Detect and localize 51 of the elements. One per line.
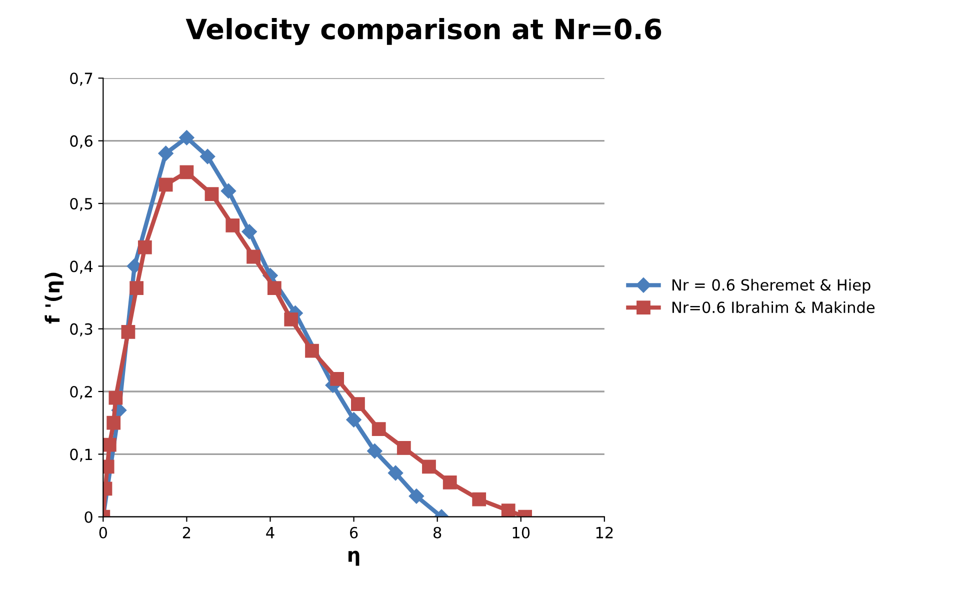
point [220, 183, 236, 199]
point [472, 492, 486, 506]
point [226, 218, 240, 232]
point [388, 465, 404, 481]
point [138, 240, 152, 254]
y-tick-label: 0,7 [70, 72, 92, 86]
x-tick-label: 6 [350, 526, 358, 538]
y-axis-title: f '(η) [44, 272, 64, 324]
y-tick-label: 0,3 [70, 323, 92, 336]
point [330, 372, 344, 386]
point [346, 412, 362, 428]
point [267, 281, 282, 296]
point [130, 281, 144, 296]
point [501, 504, 516, 517]
point [242, 224, 257, 240]
y-tick-label: 0,1 [70, 448, 92, 462]
x-tick-label: 4 [266, 527, 274, 538]
point [396, 440, 411, 455]
legend-label: Nr = 0.6 Sheremet & Hiep [672, 278, 870, 294]
y-tick-label: 0,2 [70, 386, 92, 400]
x-tick-label: 10 [512, 526, 530, 538]
point [200, 148, 216, 164]
x-tick-label: 12 [596, 526, 613, 538]
x-tick-label: 2 [182, 526, 190, 538]
point [246, 250, 260, 264]
point [106, 416, 121, 430]
point [158, 178, 173, 192]
point [442, 475, 457, 490]
point [204, 187, 219, 202]
point [103, 438, 116, 452]
point [158, 146, 174, 161]
y-tick-label: 0,5 [70, 198, 92, 212]
point [408, 488, 424, 504]
point [121, 325, 136, 339]
point [284, 312, 298, 326]
y-tick-label: 0,6 [70, 135, 92, 148]
point [180, 165, 194, 180]
point [351, 397, 365, 411]
y-tick-label: 0 [84, 511, 92, 523]
point [108, 390, 123, 405]
x-tick-label: 8 [434, 526, 442, 538]
legend-label: Nr=0.6 Ibrahim & Makinde [672, 301, 875, 314]
point [422, 460, 436, 474]
x-tick-label: 0 [99, 526, 107, 538]
y-tick-label: 0,4 [70, 260, 93, 274]
point [179, 130, 194, 146]
chart-title: Velocity comparison at Nr=0.6 [186, 18, 662, 46]
point [367, 443, 382, 459]
x-axis-title: η [348, 550, 360, 566]
point [305, 344, 319, 358]
point [372, 422, 386, 436]
